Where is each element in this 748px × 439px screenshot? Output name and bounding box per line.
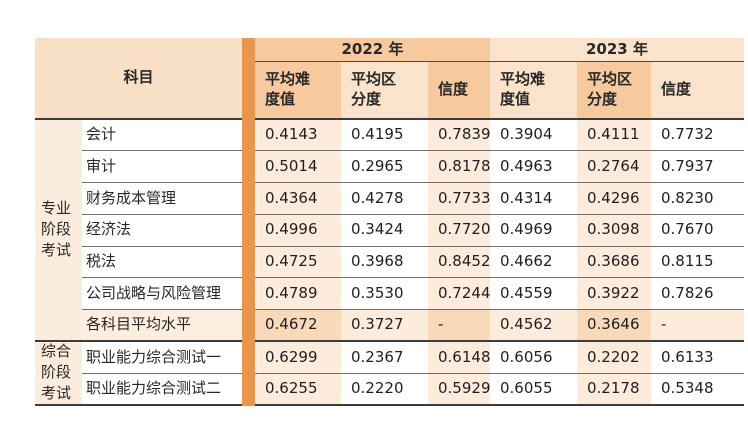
- value-cell: 0.4143: [255, 119, 341, 152]
- subject-cell: 经济法: [82, 214, 242, 247]
- value-cell: 0.4195: [341, 119, 428, 152]
- value-cell: 0.8178: [428, 151, 491, 184]
- orange-divider-stripe: [242, 38, 255, 406]
- value-cell: 0.2220: [341, 373, 428, 406]
- year-2023-header: 2023 年: [490, 38, 744, 62]
- value-cell: 0.8452: [428, 246, 491, 279]
- value-cell: 0.2367: [341, 342, 428, 374]
- value-cell: 0.2965: [341, 151, 428, 184]
- value-cell: 0.6133: [651, 342, 744, 374]
- subject-column-header: 科目: [35, 38, 242, 120]
- value-cell: 0.4725: [255, 246, 341, 279]
- subject-cell: 审计: [82, 151, 242, 184]
- value-cell: 0.4559: [490, 278, 577, 311]
- value-cell: 0.7244: [428, 278, 491, 311]
- value-cell: 0.7733: [428, 183, 491, 215]
- value-cell: 0.5929: [428, 373, 491, 406]
- value-cell: 0.3968: [341, 246, 428, 279]
- subject-cell: 会计: [82, 119, 242, 152]
- header-reliability-2023: 信度: [651, 62, 744, 120]
- value-cell: 0.2202: [577, 342, 651, 374]
- value-cell: 0.4562: [490, 310, 577, 343]
- value-cell: 0.3424: [341, 214, 428, 247]
- header-reliability-2022: 信度: [428, 62, 490, 120]
- value-cell: 0.4789: [255, 278, 341, 311]
- exam-statistics-table: 科目 2022 年 2023 年 平均难 度值 平均区 分度 信度 平均难 度值…: [35, 38, 744, 406]
- value-cell: 0.4296: [577, 183, 651, 215]
- subject-cell: 税法: [82, 246, 242, 279]
- value-cell: 0.8230: [651, 183, 744, 215]
- header-avg-difficulty-2023: 平均难 度值: [490, 62, 577, 120]
- group-label-comprehensive-stage: 综合 阶段 考试: [35, 342, 82, 406]
- value-cell: 0.7839: [428, 119, 491, 152]
- header-avg-discrimination-2022: 平均区 分度: [341, 62, 428, 120]
- value-cell: 0.4278: [341, 183, 428, 215]
- value-cell: 0.6056: [490, 342, 577, 374]
- value-cell: 0.4314: [490, 183, 577, 215]
- group-label-professional-stage: 专业 阶段 考试: [35, 119, 82, 343]
- value-cell: -: [651, 310, 744, 343]
- value-cell: 0.4969: [490, 214, 577, 247]
- value-cell: 0.4364: [255, 183, 341, 215]
- value-cell: 0.6148: [428, 342, 491, 374]
- subject-cell: 各科目平均水平: [82, 310, 242, 343]
- value-cell: 0.6255: [255, 373, 341, 406]
- subject-cell: 财务成本管理: [82, 183, 242, 215]
- value-cell: 0.4111: [577, 119, 651, 152]
- value-cell: 0.3646: [577, 310, 651, 343]
- value-cell: 0.3098: [577, 214, 651, 247]
- value-cell: 0.4662: [490, 246, 577, 279]
- value-cell: 0.3727: [341, 310, 428, 343]
- value-cell: 0.4963: [490, 151, 577, 184]
- header-avg-difficulty-2022: 平均难 度值: [255, 62, 341, 120]
- value-cell: 0.8115: [651, 246, 744, 279]
- header-avg-discrimination-2023: 平均区 分度: [577, 62, 651, 120]
- value-cell: 0.7937: [651, 151, 744, 184]
- value-cell: 0.7732: [651, 119, 744, 152]
- subject-cell: 职业能力综合测试一: [82, 342, 242, 374]
- value-cell: 0.5014: [255, 151, 341, 184]
- value-cell: 0.3922: [577, 278, 651, 311]
- value-cell: -: [428, 310, 490, 343]
- value-cell: 0.6299: [255, 342, 341, 374]
- value-cell: 0.6055: [490, 373, 577, 406]
- subject-cell: 公司战略与风险管理: [82, 278, 242, 311]
- value-cell: 0.4672: [255, 310, 341, 343]
- value-cell: 0.3686: [577, 246, 651, 279]
- subject-cell: 职业能力综合测试二: [82, 373, 242, 406]
- year-2022-header: 2022 年: [255, 38, 490, 62]
- value-cell: 0.3530: [341, 278, 428, 311]
- value-cell: 0.7720: [428, 214, 491, 247]
- value-cell: 0.7826: [651, 278, 744, 311]
- value-cell: 0.2764: [577, 151, 651, 184]
- value-cell: 0.7670: [651, 214, 744, 247]
- value-cell: 0.2178: [577, 373, 651, 406]
- value-cell: 0.3904: [490, 119, 577, 152]
- value-cell: 0.5348: [651, 373, 744, 406]
- value-cell: 0.4996: [255, 214, 341, 247]
